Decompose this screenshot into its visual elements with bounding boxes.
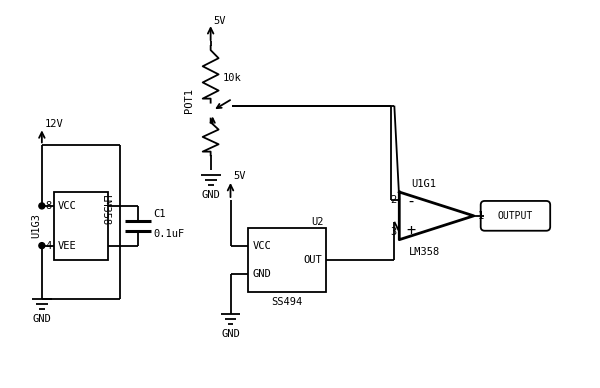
Text: +: + xyxy=(406,223,415,238)
Text: GND: GND xyxy=(32,314,51,324)
Text: SS494: SS494 xyxy=(271,297,303,307)
Text: POT1: POT1 xyxy=(184,88,194,113)
Text: GND: GND xyxy=(253,269,271,279)
Text: VCC: VCC xyxy=(253,241,271,251)
Text: 0.1uF: 0.1uF xyxy=(153,229,184,239)
Text: GND: GND xyxy=(201,190,220,200)
Text: 5V: 5V xyxy=(233,171,246,181)
Circle shape xyxy=(39,242,45,249)
Text: OUTPUT: OUTPUT xyxy=(498,211,533,221)
Text: C1: C1 xyxy=(153,209,166,219)
Text: OUT: OUT xyxy=(303,255,322,265)
Bar xyxy=(54,192,109,260)
Text: 2: 2 xyxy=(390,195,397,205)
Text: -: - xyxy=(406,194,415,208)
Text: U1G1: U1G1 xyxy=(411,179,436,189)
Text: VCC: VCC xyxy=(58,201,76,211)
Text: LM358: LM358 xyxy=(409,247,440,256)
Text: 1: 1 xyxy=(478,211,484,221)
Text: U2: U2 xyxy=(311,217,324,227)
Text: 8: 8 xyxy=(46,201,52,211)
Circle shape xyxy=(39,203,45,209)
Text: 10k: 10k xyxy=(223,73,241,83)
Text: LM358: LM358 xyxy=(100,194,109,226)
Text: U1G3: U1G3 xyxy=(31,213,41,238)
Text: 3: 3 xyxy=(390,227,397,237)
Text: 5V: 5V xyxy=(214,16,226,26)
Bar xyxy=(248,228,326,292)
Text: VEE: VEE xyxy=(58,241,76,251)
Text: GND: GND xyxy=(221,329,240,339)
Text: 12V: 12V xyxy=(45,118,64,128)
Text: 4: 4 xyxy=(46,241,52,251)
